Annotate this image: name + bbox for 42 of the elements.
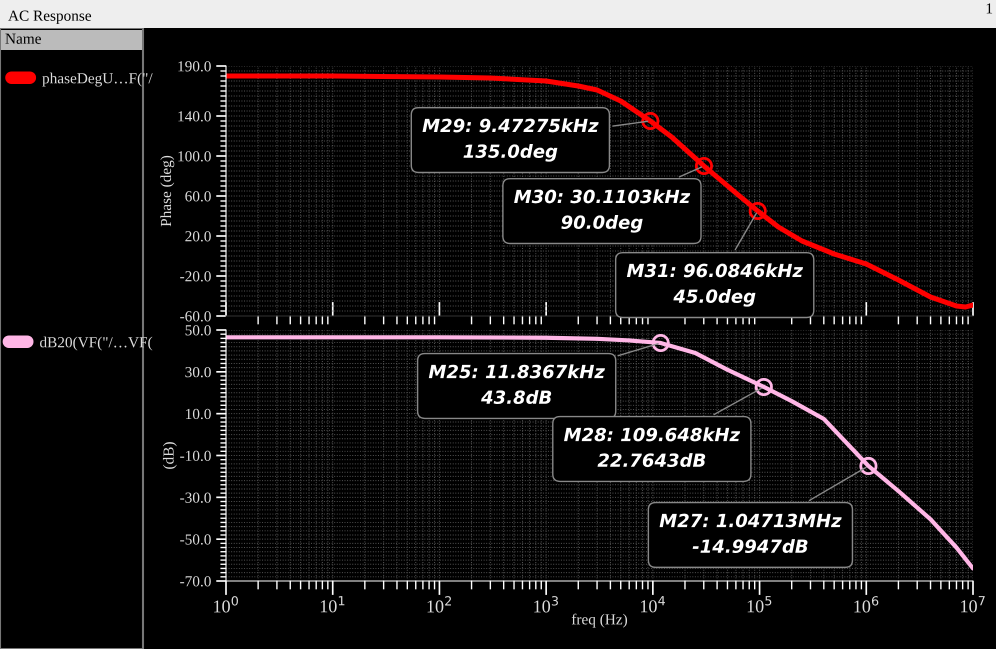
y-tick-label: 190.0 — [178, 61, 211, 72]
point — [748, 202, 767, 220]
y-tick-label: -50.0 — [180, 534, 211, 545]
text: 1 — [986, 3, 992, 14]
y-axis-title: (dB) — [162, 442, 177, 469]
point — [641, 112, 660, 130]
legend-label: phaseDegU…F("/ — [42, 72, 153, 87]
y-tick-label: 10.0 — [186, 408, 211, 420]
y-tick-label: 50.0 — [186, 325, 211, 336]
x-axis-title: freq (Hz) — [572, 614, 628, 628]
x-tick-label: 10$^{6}$ — [854, 596, 878, 613]
x-tick-label: 10$^{2}$ — [428, 596, 451, 613]
y-tick-label: -20.0 — [180, 271, 211, 282]
y-tick-label: 140.0 — [178, 111, 211, 122]
y-tick-label: 60.0 — [185, 191, 211, 202]
y-tick-label: -60.0 — [180, 311, 211, 322]
y-tick-label: -70.0 — [180, 576, 211, 587]
y-tick-label: 100.0 — [178, 151, 211, 162]
annotation: M30: 30.1103kHz 90.0deg — [514, 189, 690, 233]
x-tick-label: 10$^{7}$ — [961, 596, 985, 612]
y-tick-label: -10.0 — [180, 450, 211, 462]
x-tick-label: 10$^{4}$ — [640, 596, 665, 612]
legend-label: dB20(VF("/…VF( — [40, 336, 152, 351]
annotation: M25: 11.8367kHz 43.8dB — [428, 364, 605, 404]
annotation: M29: 9.47275kHz 135.0deg — [422, 118, 599, 162]
point — [694, 156, 713, 176]
x-tick-label: 10$^{0}$ — [214, 596, 238, 613]
x-tick-label: 10$^{3}$ — [534, 596, 558, 613]
annotation: M28: 109.648kHz 22.7643dB — [564, 427, 740, 468]
y-tick-label: 30.0 — [185, 366, 211, 378]
y-axis-title: Phase (deg) — [160, 156, 174, 226]
x-tick-label: 10$^{5}$ — [748, 596, 772, 612]
point — [859, 456, 878, 475]
annotation: M27: 1.04713MHz -14.9947dB — [660, 514, 842, 554]
text: AC Response — [8, 10, 92, 24]
point — [754, 378, 773, 396]
y-tick-label: -30.0 — [180, 492, 211, 503]
legend-title: Name — [5, 34, 41, 44]
x-tick-label: 10$^{1}$ — [320, 596, 344, 612]
annotation: M31: 96.0846kHz 45.0deg — [626, 263, 804, 307]
point — [652, 334, 670, 352]
y-tick-label: 20.0 — [185, 231, 211, 242]
